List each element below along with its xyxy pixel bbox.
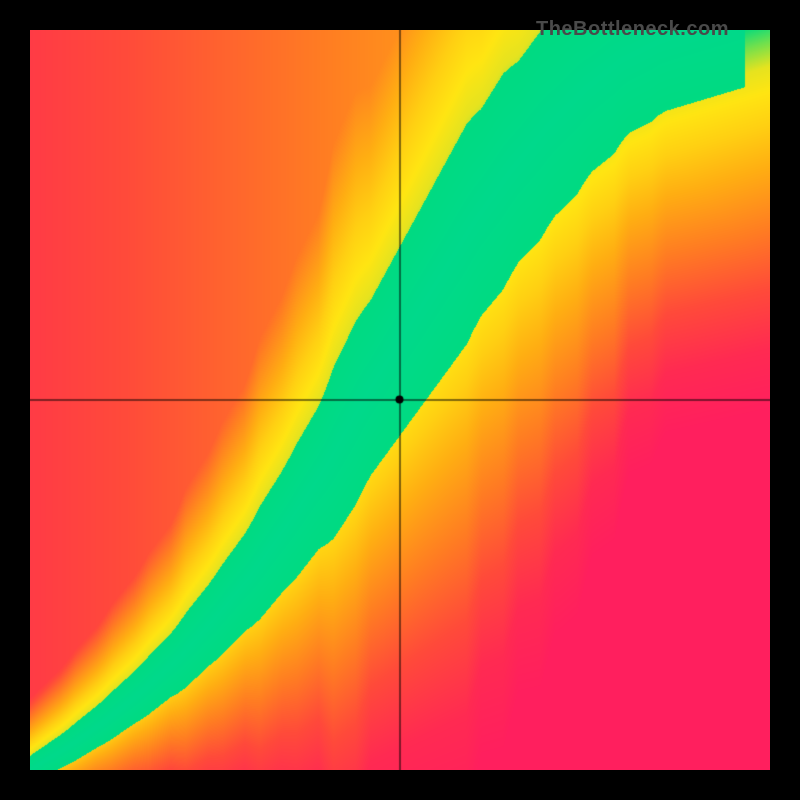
bottleneck-heatmap: [30, 30, 770, 770]
watermark-text: TheBottleneck.com: [536, 18, 729, 41]
chart-frame: [0, 0, 800, 800]
